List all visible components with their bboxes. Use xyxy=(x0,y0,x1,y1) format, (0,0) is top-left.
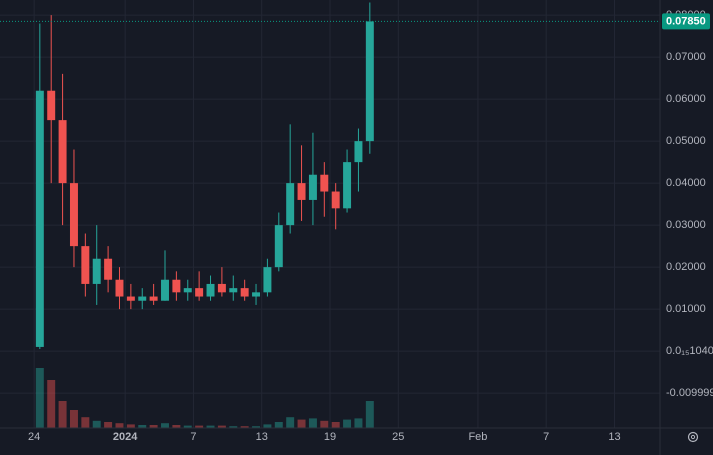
candle-body xyxy=(240,288,249,297)
candle-body xyxy=(297,183,306,200)
candles xyxy=(35,2,374,350)
volume-bar xyxy=(161,423,169,428)
candle-body xyxy=(115,279,124,297)
x-tick-label: 13 xyxy=(608,431,620,443)
volume-bar xyxy=(320,420,329,428)
volume-bar xyxy=(331,422,340,428)
x-tick-label: 7 xyxy=(543,431,549,443)
volume-bar xyxy=(343,419,352,428)
volume-bar xyxy=(195,425,204,428)
y-tick-label: 0.0₁₅1040 xyxy=(666,345,713,357)
candle-body xyxy=(274,225,283,268)
volume-bar xyxy=(126,424,135,428)
candle-body xyxy=(126,296,135,301)
last-price-box xyxy=(662,13,710,30)
y-tick-label: 0.01000 xyxy=(666,303,706,315)
candle-body xyxy=(263,267,272,293)
x-tick-label: Feb xyxy=(468,431,487,443)
volume-pane xyxy=(35,368,374,428)
volume-bar xyxy=(92,420,101,428)
candle-body xyxy=(308,174,317,200)
volume-bar xyxy=(149,425,158,428)
volume-bar xyxy=(35,368,44,428)
x-tick-label: 2024 xyxy=(113,431,138,443)
candle-body xyxy=(217,283,226,293)
volume-bar xyxy=(104,422,113,428)
volume-bar xyxy=(47,380,56,428)
volume-bar xyxy=(81,417,90,428)
x-tick-label: 19 xyxy=(324,431,336,443)
candle-body xyxy=(320,174,329,192)
last-price-label: 0.07850 xyxy=(666,15,706,27)
candle-body xyxy=(229,288,238,293)
candle-body xyxy=(183,288,192,293)
candle-body xyxy=(149,296,158,301)
grid xyxy=(0,0,660,428)
volume-bar xyxy=(252,426,261,428)
candle-body xyxy=(343,162,352,209)
volume-bar xyxy=(308,418,317,428)
volume-bar xyxy=(115,423,124,428)
candle-body xyxy=(138,296,147,301)
candle-body xyxy=(195,288,204,297)
y-tick-label: 0.06000 xyxy=(666,93,706,105)
candle-body xyxy=(365,21,374,142)
y-tick-label: 0.05000 xyxy=(666,135,706,147)
settings-icon[interactable] xyxy=(687,431,699,443)
y-tick-label: 0.02000 xyxy=(666,261,706,273)
volume-bar xyxy=(365,401,374,428)
candle-body xyxy=(47,90,56,121)
candle-body xyxy=(354,141,363,163)
candle-body xyxy=(81,246,90,284)
x-tick-label: 24 xyxy=(28,431,40,443)
volume-bar xyxy=(172,425,181,428)
candle-body xyxy=(161,279,169,301)
gear[interactable] xyxy=(687,431,699,443)
x-tick-label: 13 xyxy=(256,431,268,443)
y-tick-label: -0.009999 xyxy=(666,387,713,399)
volume-bar xyxy=(206,425,215,428)
volume-bar xyxy=(274,422,283,428)
volume-bar xyxy=(297,419,306,428)
volume-bar xyxy=(69,410,78,428)
x-tick-label: 7 xyxy=(190,431,196,443)
volume-bar xyxy=(183,425,192,428)
gear-hub[interactable] xyxy=(690,434,696,440)
x-tick-label: 25 xyxy=(392,431,404,443)
candle-body xyxy=(206,283,215,297)
candle-body xyxy=(92,258,101,284)
y-tick-label: 0.03000 xyxy=(666,219,706,231)
volume-bar xyxy=(354,418,363,428)
y-tick-label: 0.07000 xyxy=(666,51,706,63)
volume-bar xyxy=(286,417,295,428)
volume-bar xyxy=(263,424,272,428)
candle-body xyxy=(35,90,44,347)
y-tick-label: 0.04000 xyxy=(666,177,706,189)
candle-body xyxy=(286,183,295,226)
candle-body xyxy=(252,292,261,297)
volume-bar xyxy=(229,426,238,428)
candle-body xyxy=(172,279,181,293)
volume-bar xyxy=(240,426,249,428)
volume-bar xyxy=(217,425,226,428)
volume-bar xyxy=(138,425,147,428)
candle-body xyxy=(69,183,78,247)
volume-bar xyxy=(58,401,67,428)
candle-body xyxy=(104,258,113,280)
candle-body xyxy=(58,120,67,184)
candle-body xyxy=(331,191,340,209)
